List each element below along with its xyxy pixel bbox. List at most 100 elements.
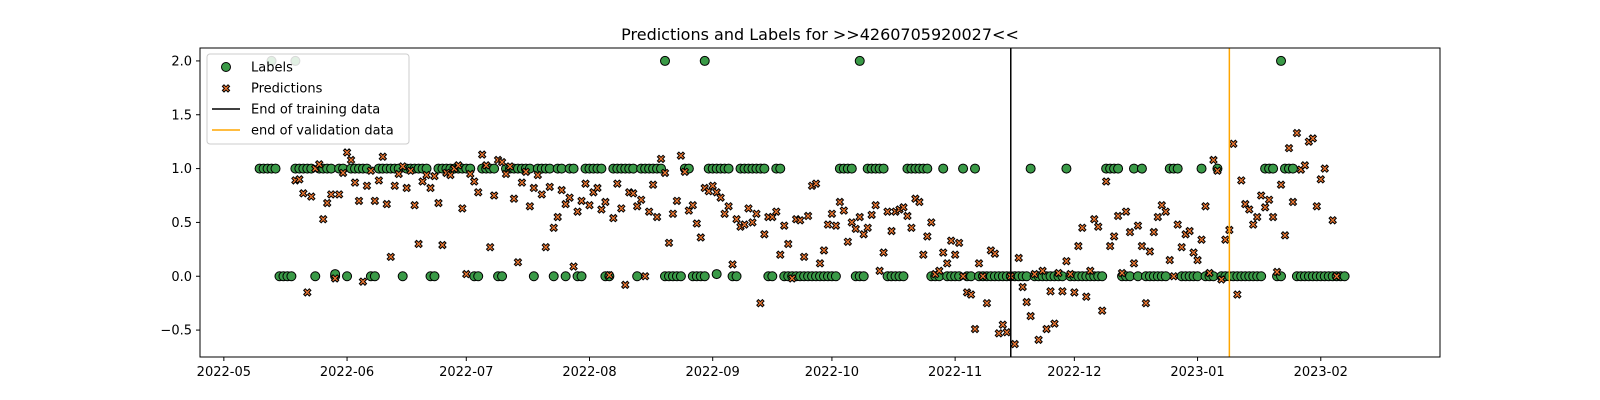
prediction-point — [1316, 175, 1326, 184]
label-point — [1172, 163, 1183, 174]
prediction-point — [728, 260, 737, 269]
prediction-point — [426, 183, 435, 193]
prediction-point — [648, 180, 658, 190]
prediction-point — [501, 169, 511, 179]
prediction-point — [994, 329, 1004, 338]
prediction-point — [609, 213, 618, 223]
prediction-point — [1193, 255, 1202, 265]
prediction-point — [1018, 282, 1027, 292]
prediction-point — [640, 271, 650, 281]
prediction-point — [656, 154, 666, 164]
prediction-point — [803, 211, 813, 221]
prediction-point — [708, 181, 717, 191]
prediction-point — [390, 181, 400, 191]
label-point — [846, 163, 857, 174]
prediction-point — [1070, 288, 1079, 297]
label-point — [1025, 163, 1036, 174]
prediction-point — [644, 207, 654, 216]
prediction-point — [839, 206, 849, 215]
prediction-point — [1308, 134, 1318, 143]
label-point — [1061, 163, 1072, 174]
prediction-point — [899, 203, 908, 212]
label-point — [775, 163, 786, 174]
prediction-point — [934, 266, 944, 276]
prediction-point — [303, 288, 312, 297]
prediction-point — [370, 196, 380, 206]
prediction-point — [1169, 271, 1179, 281]
prediction-point — [545, 182, 555, 192]
prediction-point — [954, 238, 964, 248]
prediction-point — [744, 204, 753, 213]
prediction-point — [771, 207, 781, 216]
prediction-point — [537, 190, 547, 199]
label-point — [1268, 163, 1279, 174]
prediction-point — [557, 185, 566, 195]
y-tick-label: 1.5 — [171, 108, 192, 123]
prediction-point — [477, 150, 487, 159]
prediction-point — [1121, 207, 1131, 216]
prediction-point — [1101, 177, 1111, 186]
prediction-point — [414, 239, 423, 249]
prediction-point — [1256, 191, 1266, 200]
prediction-point — [1093, 222, 1103, 232]
prediction-point — [485, 242, 495, 252]
prediction-point — [811, 179, 821, 188]
legend: Labels Predictions End of training data … — [206, 53, 410, 145]
reference-lines — [1010, 48, 1231, 357]
legend-labels-text: Labels — [251, 61, 293, 76]
label-point — [660, 55, 670, 66]
label-point — [342, 271, 353, 282]
prediction-point — [871, 200, 880, 210]
prediction-point — [497, 157, 507, 167]
prediction-point — [1125, 227, 1135, 237]
prediction-point — [386, 252, 396, 262]
label-point — [369, 271, 380, 282]
prediction-point — [394, 169, 404, 179]
prediction-point — [907, 223, 916, 233]
prediction-point — [613, 179, 622, 188]
label-point — [711, 269, 722, 280]
prediction-point — [374, 176, 384, 185]
prediction-point — [696, 233, 706, 242]
prediction-point — [605, 270, 614, 280]
prediction-point — [549, 223, 559, 233]
label-point — [699, 55, 710, 66]
prediction-point — [1201, 201, 1210, 211]
label-point — [938, 163, 949, 174]
prediction-point — [732, 214, 741, 224]
x-tick-label: 2022-11 — [928, 365, 982, 380]
prediction-point — [887, 226, 896, 236]
prediction-point — [676, 151, 686, 160]
prediction-point — [1141, 298, 1151, 308]
prediction-point — [819, 246, 829, 255]
prediction-point — [1328, 215, 1337, 225]
prediction-point — [354, 196, 364, 206]
label-point — [922, 163, 933, 174]
prediction-point — [326, 190, 336, 199]
prediction-point — [1189, 248, 1198, 257]
x-tick-label: 2022-12 — [1047, 365, 1101, 380]
label-point — [1097, 271, 1108, 282]
label-point — [560, 271, 571, 282]
label-point — [970, 163, 980, 174]
prediction-point — [1165, 255, 1175, 265]
prediction-point — [1129, 259, 1139, 268]
prediction-point — [342, 148, 352, 157]
x-tick-label: 2022-10 — [805, 365, 859, 380]
prediction-point — [1034, 335, 1043, 345]
label-point — [767, 271, 778, 282]
predictions-series — [291, 128, 1341, 349]
prediction-point — [314, 159, 324, 169]
label-point — [270, 163, 281, 174]
prediction-point — [660, 168, 670, 178]
prediction-point — [577, 196, 586, 206]
prediction-point — [1137, 241, 1147, 251]
label-point — [858, 271, 869, 282]
prediction-point — [863, 223, 872, 233]
prediction-point — [465, 169, 475, 179]
prediction-point — [1288, 197, 1298, 207]
prediction-point — [1280, 231, 1290, 240]
prediction-point — [1105, 241, 1115, 251]
prediction-point — [358, 277, 368, 286]
prediction-point — [362, 181, 372, 191]
